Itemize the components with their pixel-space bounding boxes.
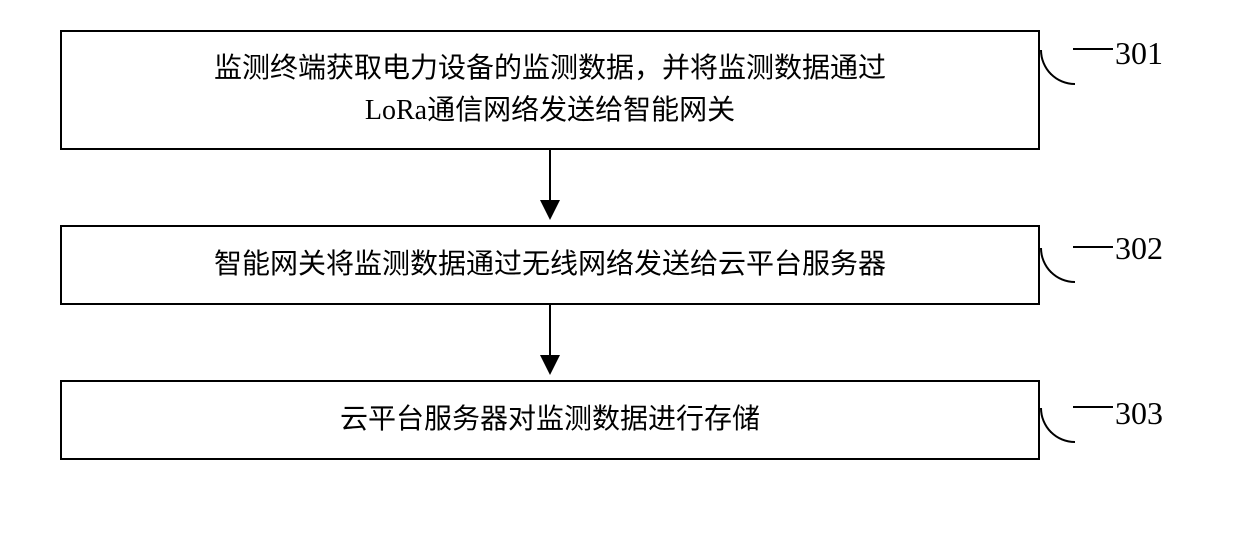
flow-box-step-1: 监测终端获取电力设备的监测数据，并将监测数据通过 LoRa通信网络发送给智能网关 xyxy=(60,30,1040,150)
arrow-line xyxy=(549,150,551,205)
connector-curve-1 xyxy=(1040,50,1075,85)
connector-curve-2 xyxy=(1040,248,1075,283)
connector-line-2 xyxy=(1073,246,1113,248)
box-3-text: 云平台服务器对监测数据进行存储 xyxy=(340,399,760,441)
arrow-head-icon xyxy=(540,355,560,375)
arrow-2-to-3 xyxy=(60,305,1040,380)
step-label-303: 303 xyxy=(1115,395,1163,432)
arrow-head-icon xyxy=(540,200,560,220)
step-label-302: 302 xyxy=(1115,230,1163,267)
box-2-text: 智能网关将监测数据通过无线网络发送给云平台服务器 xyxy=(214,244,886,286)
flow-box-step-2: 智能网关将监测数据通过无线网络发送给云平台服务器 xyxy=(60,225,1040,305)
step-label-301: 301 xyxy=(1115,35,1163,72)
arrow-line xyxy=(549,305,551,360)
flow-box-step-3: 云平台服务器对监测数据进行存储 xyxy=(60,380,1040,460)
box-1-line-1: 监测终端获取电力设备的监测数据，并将监测数据通过 xyxy=(214,48,886,90)
box-content: 监测终端获取电力设备的监测数据，并将监测数据通过 LoRa通信网络发送给智能网关 xyxy=(214,48,886,132)
connector-line-1 xyxy=(1073,48,1113,50)
flowchart-container: 监测终端获取电力设备的监测数据，并将监测数据通过 LoRa通信网络发送给智能网关… xyxy=(60,30,1040,460)
box-1-line-2: LoRa通信网络发送给智能网关 xyxy=(214,90,886,132)
connector-curve-3 xyxy=(1040,408,1075,443)
arrow-1-to-2 xyxy=(60,150,1040,225)
connector-line-3 xyxy=(1073,406,1113,408)
